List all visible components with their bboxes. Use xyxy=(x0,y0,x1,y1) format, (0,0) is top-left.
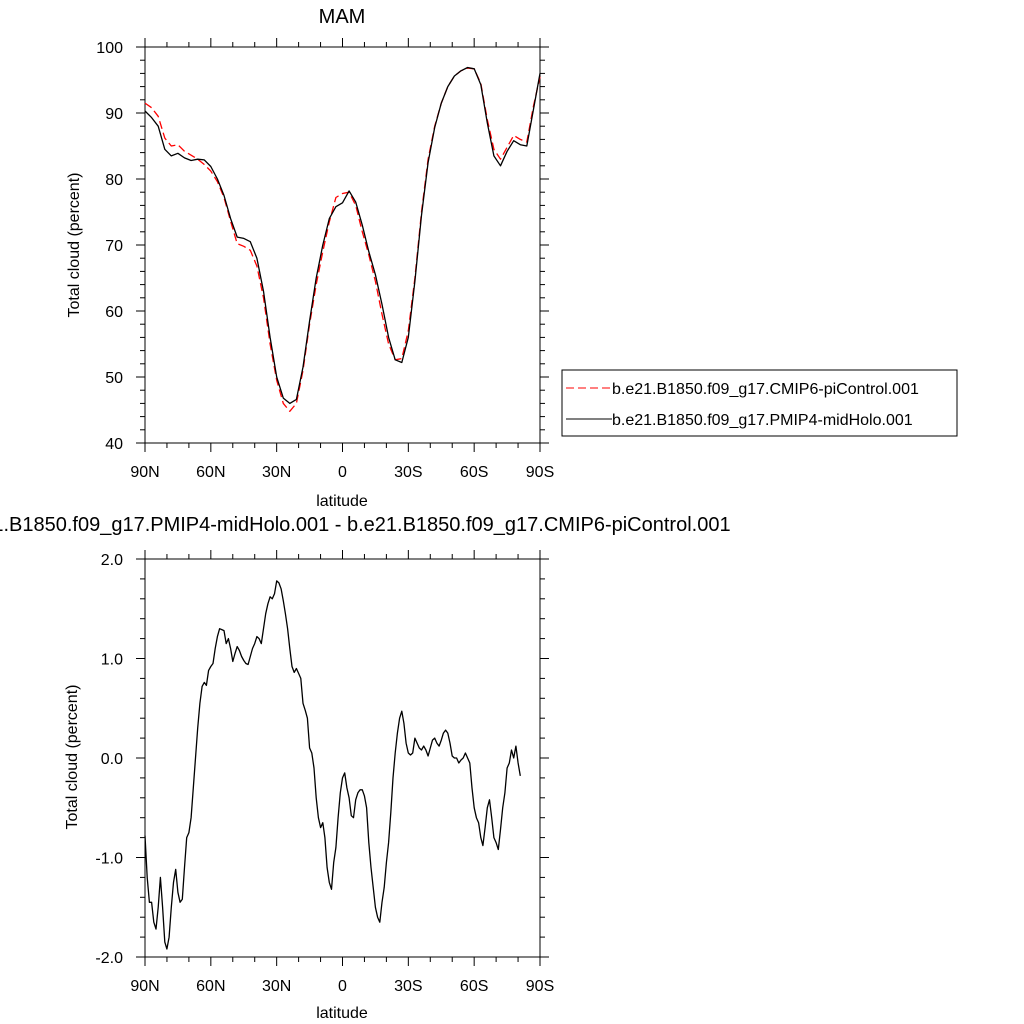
y-tick-label: 50 xyxy=(105,370,123,387)
series-line-1-0 xyxy=(144,580,521,950)
y-tick-label: 80 xyxy=(105,172,123,189)
x-tick-label: 30N xyxy=(262,978,291,995)
top-panel-frame xyxy=(144,46,541,444)
top-panel-ticks xyxy=(136,38,549,452)
top-panel-tick-labels: 90N 60N 30N 0 30S 60S 90S 40 50 60 70 80 90 100 xyxy=(96,40,554,481)
bottom-panel-tick-labels: 90N 60N 30N 0 30S 60S 90S -2.0 -1.0 0.0 1.0 2.0 xyxy=(95,552,554,995)
series-line-0-1 xyxy=(144,66,541,405)
top-panel-series xyxy=(144,66,541,412)
x-tick-label: 0 xyxy=(338,464,347,481)
x-tick-label: 30S xyxy=(394,464,422,481)
x-tick-label: 60S xyxy=(460,464,488,481)
bottom-panel-ylabel: Total cloud (percent) xyxy=(64,685,81,830)
y-tick-label: 60 xyxy=(105,304,123,321)
y-tick-label: 90 xyxy=(105,106,123,123)
y-tick-label: 1.0 xyxy=(101,652,123,669)
x-tick-label: 0 xyxy=(338,978,347,995)
y-tick-label: -2.0 xyxy=(95,950,123,967)
top-panel-xlabel: latitude xyxy=(316,493,368,510)
bottom-panel-title: b.e21.B1850.f09_g17.PMIP4-midHolo.001 - … xyxy=(0,514,731,536)
bottom-panel-ticks xyxy=(136,550,549,966)
legend-label-midholo: b.e21.B1850.f09_g17.PMIP4-midHolo.001 xyxy=(612,412,913,429)
top-panel-title: MAM xyxy=(319,6,366,28)
y-tick-label: 100 xyxy=(96,40,123,57)
top-panel: MAM 90N 60N 30N 0 30S 60S 90S 40 50 60 70 80 90 100 l… xyxy=(66,6,554,510)
bottom-panel-series xyxy=(144,580,521,950)
legend: b.e21.B1850.f09_g17.CMIP6-piControl.001 … xyxy=(561,369,958,437)
bottom-panel-xlabel: latitude xyxy=(316,1005,368,1022)
x-tick-label: 90S xyxy=(526,464,554,481)
x-tick-label: 60N xyxy=(196,978,225,995)
y-tick-label: 70 xyxy=(105,238,123,255)
bottom-panel: b.e21.B1850.f09_g17.PMIP4-midHolo.001 - … xyxy=(0,514,731,1022)
x-tick-label: 90S xyxy=(526,978,554,995)
y-tick-label: 0.0 xyxy=(101,751,123,768)
y-tick-label: 40 xyxy=(105,436,123,453)
legend-label-picontrol: b.e21.B1850.f09_g17.CMIP6-piControl.001 xyxy=(612,381,919,398)
x-tick-label: 30S xyxy=(394,978,422,995)
x-tick-label: 90N xyxy=(130,978,159,995)
y-tick-label: -1.0 xyxy=(95,851,123,868)
x-tick-label: 60N xyxy=(196,464,225,481)
x-tick-label: 60S xyxy=(460,978,488,995)
series-line-0-0 xyxy=(144,67,541,412)
x-tick-label: 90N xyxy=(130,464,159,481)
top-panel-ylabel: Total cloud (percent) xyxy=(66,173,83,318)
legend-box xyxy=(561,369,958,437)
y-tick-label: 2.0 xyxy=(101,552,123,569)
bottom-panel-frame xyxy=(144,558,541,958)
x-tick-label: 30N xyxy=(262,464,291,481)
